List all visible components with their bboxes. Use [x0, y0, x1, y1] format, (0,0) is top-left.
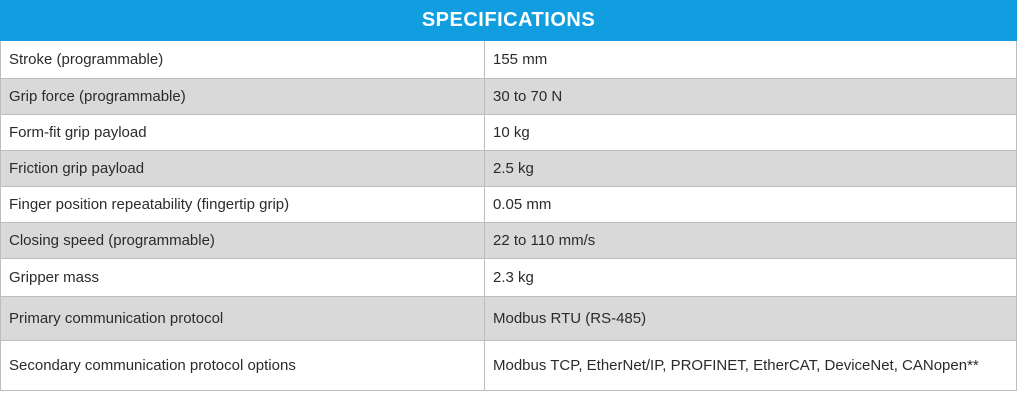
table-row: Gripper mass 2.3 kg: [1, 258, 1016, 296]
table-row: Primary communication protocol Modbus RT…: [1, 296, 1016, 340]
table-body: Stroke (programmable) 155 mm Grip force …: [0, 41, 1017, 391]
row-value: Modbus RTU (RS-485): [493, 309, 647, 327]
row-label: Gripper mass: [1, 259, 485, 296]
row-label: Grip force (programmable): [1, 79, 485, 114]
row-label: Primary communication protocol: [1, 297, 485, 340]
table-row: Finger position repeatability (fingertip…: [1, 186, 1016, 222]
row-value: 30 to 70 N: [493, 87, 563, 105]
row-value: 0.05 mm: [493, 195, 552, 213]
row-label: Friction grip payload: [1, 151, 485, 186]
table-row: Grip force (programmable) 30 to 70 N: [1, 78, 1016, 114]
table-header: SPECIFICATIONS: [0, 0, 1017, 41]
row-label: Closing speed (programmable): [1, 223, 485, 258]
row-label: Stroke (programmable): [1, 41, 485, 78]
row-label: Secondary communication protocol options: [1, 341, 485, 390]
specifications-table: SPECIFICATIONS Stroke (programmable) 155…: [0, 0, 1017, 391]
row-value: 10 kg: [493, 123, 530, 141]
table-row: Secondary communication protocol options…: [1, 340, 1016, 390]
row-value: 2.3 kg: [493, 268, 534, 286]
table-row: Stroke (programmable) 155 mm: [1, 41, 1016, 78]
table-row: Friction grip payload 2.5 kg: [1, 150, 1016, 186]
row-value: 2.5 kg: [493, 159, 534, 177]
table-row: Closing speed (programmable) 22 to 110 m…: [1, 222, 1016, 258]
row-label: Finger position repeatability (fingertip…: [1, 187, 485, 222]
row-value: 155 mm: [493, 50, 548, 68]
row-label: Form-fit grip payload: [1, 115, 485, 150]
table-title: SPECIFICATIONS: [421, 9, 596, 31]
row-value: Modbus TCP, EtherNet/IP, PROFINET, Ether…: [493, 356, 979, 374]
row-value: 22 to 110 mm/s: [493, 231, 596, 249]
table-row: Form-fit grip payload 10 kg: [1, 114, 1016, 150]
